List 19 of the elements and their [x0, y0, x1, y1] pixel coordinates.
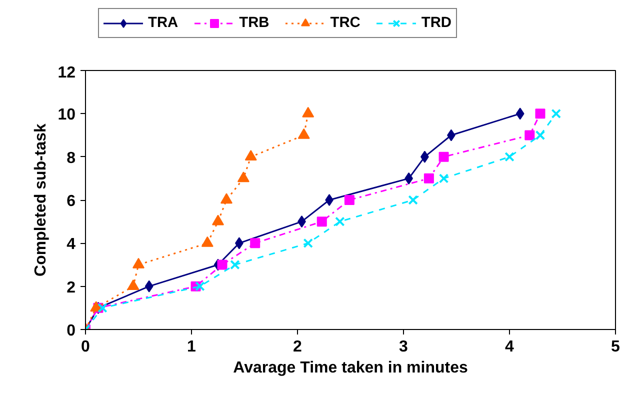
- x-tick-label: 3: [399, 338, 408, 356]
- y-tick-label: 8: [66, 150, 76, 167]
- y-tick-label: 10: [58, 106, 76, 124]
- legend-label: TRB: [239, 15, 270, 31]
- x-tick-label: 2: [293, 338, 302, 356]
- legend-label: TRA: [148, 15, 178, 31]
- legend-label: TRD: [421, 15, 452, 31]
- y-tick-label: 12: [58, 64, 76, 82]
- y-tick-label: 6: [66, 193, 76, 210]
- legend-label: TRC: [330, 15, 360, 31]
- x-tick-label: 4: [505, 338, 514, 356]
- y-tick-label: 0: [66, 322, 76, 340]
- x-axis-title: Avarage Time taken in minutes: [233, 360, 468, 376]
- y-tick-label: 4: [66, 236, 76, 254]
- y-axis-title: Completed sub-task: [32, 123, 50, 276]
- x-tick-label: 5: [611, 338, 620, 356]
- x-tick-label: 0: [81, 338, 90, 356]
- y-tick-label: 2: [66, 279, 76, 296]
- x-tick-label: 1: [187, 338, 196, 356]
